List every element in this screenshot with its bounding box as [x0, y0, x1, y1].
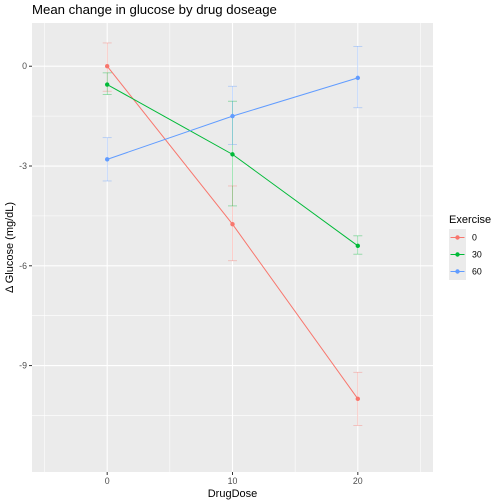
- data-point: [104, 82, 110, 87]
- x-tick-label: 20: [353, 476, 363, 486]
- data-point: [355, 243, 361, 249]
- x-tick-label: 10: [228, 476, 238, 486]
- y-tick-label: -3: [19, 161, 27, 171]
- data-point: [104, 64, 110, 69]
- data-marks: [102, 42, 363, 426]
- data-point: [355, 75, 361, 81]
- data-point: [230, 113, 235, 119]
- legend-label: 0: [472, 233, 477, 243]
- legend-key-point: [455, 269, 460, 274]
- data-point: [230, 222, 235, 227]
- x-tick-label: 0: [105, 476, 110, 486]
- legend-label: 30: [472, 250, 482, 260]
- legend-label: 60: [472, 267, 482, 277]
- data-point: [230, 152, 235, 157]
- y-tick-label: -6: [19, 261, 27, 271]
- y-tick-label: -9: [19, 361, 27, 371]
- legend-key-point: [455, 252, 460, 257]
- x-axis-title: DrugDose: [208, 488, 258, 500]
- legend: Exercise 0 30 60: [449, 214, 491, 280]
- x-axis: 0 10 20: [105, 472, 363, 486]
- data-point: [355, 396, 361, 402]
- y-axis: 0 -3 -6 -9: [19, 61, 32, 371]
- legend-key-point: [455, 235, 460, 240]
- series-60: [102, 45, 363, 182]
- data-point: [104, 157, 110, 162]
- y-axis-title: Δ Glucose (mg/dL): [4, 202, 16, 293]
- series-30: [102, 72, 363, 255]
- legend-title: Exercise: [449, 214, 491, 226]
- y-tick-label: 0: [22, 61, 27, 71]
- chart-title: Mean change in glucose by drug doseage: [32, 2, 277, 17]
